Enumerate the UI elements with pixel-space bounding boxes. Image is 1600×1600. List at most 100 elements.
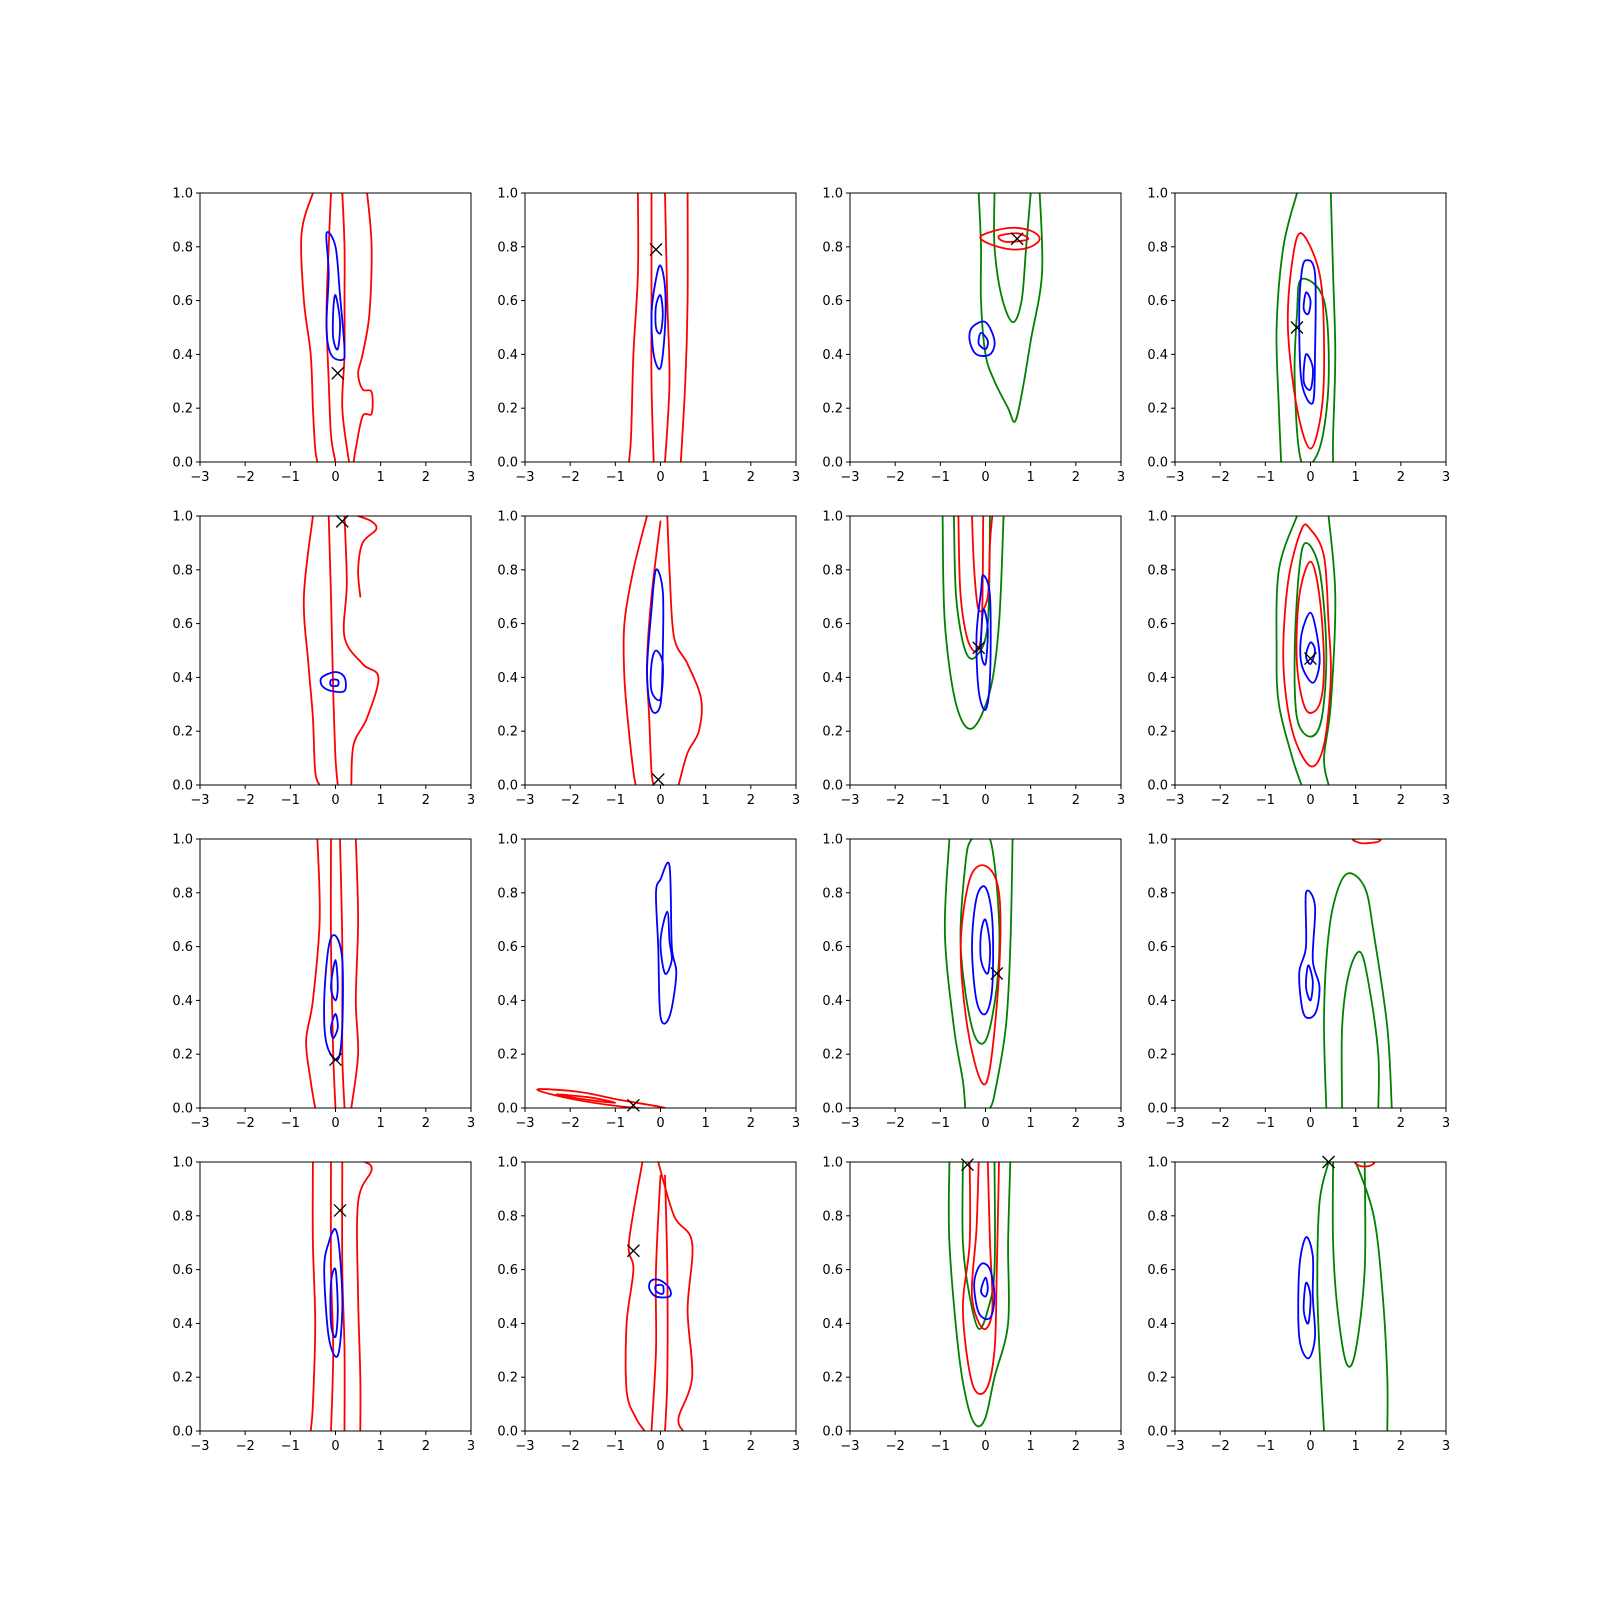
red-contour-line bbox=[1282, 523, 1332, 768]
x-tick-label: 3 bbox=[792, 793, 800, 808]
y-tick-label: 0.4 bbox=[497, 671, 518, 686]
x-marker-stroke bbox=[960, 1158, 974, 1172]
y-tick-label: 0.8 bbox=[497, 886, 518, 901]
blue-contour-line bbox=[1302, 353, 1314, 391]
contour-group bbox=[536, 861, 678, 1108]
red-contour-line bbox=[342, 516, 380, 785]
x-tick-label: 3 bbox=[792, 1116, 800, 1131]
blue-contour-line bbox=[971, 885, 995, 1016]
y-tick-label: 0.4 bbox=[1147, 671, 1168, 686]
y-tick-label: 0.0 bbox=[497, 1425, 518, 1440]
x-marker-stroke bbox=[329, 1053, 342, 1067]
y-tick-label: 1.0 bbox=[1147, 187, 1168, 202]
y-tick-label: 0.4 bbox=[172, 671, 193, 686]
x-tick-label: 3 bbox=[467, 1116, 475, 1131]
x-tick-label: 1 bbox=[1027, 1439, 1035, 1454]
subplot-1-1: −3 −2 −1 0 1 2 3 0.0 0.2 0.4 0.6 0.8 1.0 bbox=[172, 187, 475, 486]
y-tick-label: 0.2 bbox=[1147, 402, 1168, 417]
y-tick-label: 0.8 bbox=[172, 886, 193, 901]
blue-contour-line bbox=[650, 264, 667, 370]
blue-contour-line bbox=[659, 910, 673, 975]
subplot-3-1: −3 −2 −1 0 1 2 3 0.0 0.2 0.4 0.6 0.8 1.0 bbox=[172, 833, 475, 1132]
y-tick-label: 0.0 bbox=[172, 456, 193, 471]
subplot-4-3: −3 −2 −1 0 1 2 3 0.0 0.2 0.4 0.6 0.8 1.0 bbox=[822, 1156, 1125, 1455]
contour-group bbox=[628, 193, 689, 462]
x-tick-label: 3 bbox=[1442, 1439, 1450, 1454]
x-tick-label: −1 bbox=[606, 1116, 625, 1131]
red-contour-line bbox=[555, 1093, 617, 1104]
contour-group bbox=[302, 516, 380, 785]
y-tick-label: 1.0 bbox=[172, 510, 193, 525]
y-tick-label: 1.0 bbox=[1147, 833, 1168, 848]
x-tick-label: 3 bbox=[792, 1439, 800, 1454]
x-tick-label: −2 bbox=[886, 793, 905, 808]
blue-contour-line bbox=[1302, 1281, 1312, 1325]
blue-contour-line bbox=[1297, 1236, 1317, 1360]
x-tick-label: −3 bbox=[1165, 470, 1184, 485]
blue-contour-line bbox=[1298, 259, 1317, 405]
x-marker-stroke bbox=[990, 967, 1004, 980]
y-tick-label: 1.0 bbox=[1147, 1156, 1168, 1171]
x-tick-label: 0 bbox=[331, 1439, 339, 1454]
y-tick-label: 0.6 bbox=[1147, 940, 1168, 955]
x-tick-label: 2 bbox=[422, 470, 430, 485]
y-tick-label: 0.0 bbox=[172, 1425, 193, 1440]
x-marker-stroke bbox=[333, 1203, 347, 1217]
x-marker-stroke bbox=[649, 243, 663, 256]
y-tick-label: 0.8 bbox=[822, 886, 843, 901]
y-tick-label: 0.8 bbox=[1147, 240, 1168, 255]
green-contour-line bbox=[947, 1162, 1012, 1428]
y-tick-label: 1.0 bbox=[497, 833, 518, 848]
x-tick-label: −1 bbox=[1256, 470, 1275, 485]
x-tick-label: −3 bbox=[190, 470, 209, 485]
blue-contour-line bbox=[323, 1228, 344, 1358]
x-tick-label: 1 bbox=[702, 1116, 710, 1131]
x-tick-label: 1 bbox=[1027, 470, 1035, 485]
subplot-4-4: −3 −2 −1 0 1 2 3 0.0 0.2 0.4 0.6 0.8 1.0 bbox=[1147, 1156, 1450, 1455]
red-contour-line bbox=[350, 839, 360, 1108]
red-contour-line bbox=[664, 1174, 669, 1431]
y-tick-label: 0.6 bbox=[822, 617, 843, 632]
subplot-1-3: −3 −2 −1 0 1 2 3 0.0 0.2 0.4 0.6 0.8 1.0 bbox=[822, 187, 1125, 486]
x-tick-label: 2 bbox=[422, 793, 430, 808]
blue-contour-line bbox=[330, 1013, 339, 1039]
red-contour-line bbox=[959, 864, 1002, 1086]
x-tick-label: 0 bbox=[981, 1116, 989, 1131]
y-tick-label: 0.2 bbox=[1147, 1048, 1168, 1063]
contour-group bbox=[1298, 839, 1393, 1108]
red-contour-line bbox=[341, 193, 350, 462]
y-tick-label: 0.6 bbox=[1147, 617, 1168, 632]
x-tick-label: 3 bbox=[1117, 793, 1125, 808]
x-marker bbox=[626, 1098, 640, 1112]
red-contour-line bbox=[357, 516, 378, 598]
blue-contour-line bbox=[977, 332, 989, 350]
x-tick-label: 3 bbox=[1442, 1116, 1450, 1131]
y-tick-label: 0.8 bbox=[1147, 1209, 1168, 1224]
x-tick-label: −2 bbox=[1211, 1116, 1230, 1131]
y-tick-label: 0.8 bbox=[172, 563, 193, 578]
x-tick-label: −1 bbox=[931, 1439, 950, 1454]
green-contour-line bbox=[959, 839, 1001, 1045]
y-tick-label: 0.2 bbox=[497, 1371, 518, 1386]
x-tick-label: 0 bbox=[331, 470, 339, 485]
y-tick-label: 0.0 bbox=[822, 1102, 843, 1117]
y-tick-label: 0.2 bbox=[172, 1371, 193, 1386]
x-tick-label: 3 bbox=[1442, 793, 1450, 808]
x-tick-label: 2 bbox=[1072, 793, 1080, 808]
x-tick-label: 0 bbox=[656, 793, 664, 808]
y-tick-label: 0.6 bbox=[497, 617, 518, 632]
red-contour-line bbox=[1351, 839, 1382, 845]
y-tick-label: 0.2 bbox=[822, 725, 843, 740]
green-contour-line bbox=[1275, 193, 1298, 462]
y-tick-label: 0.2 bbox=[822, 402, 843, 417]
x-tick-label: −2 bbox=[1211, 793, 1230, 808]
x-tick-label: 3 bbox=[1117, 1439, 1125, 1454]
blue-contour-line bbox=[1298, 889, 1321, 1019]
x-tick-label: −3 bbox=[840, 793, 859, 808]
green-contour-line bbox=[1293, 277, 1330, 462]
subplot-2-1: −3 −2 −1 0 1 2 3 0.0 0.2 0.4 0.6 0.8 1.0 bbox=[172, 510, 475, 809]
blue-contour-line bbox=[979, 918, 991, 975]
green-contour-line bbox=[1329, 193, 1337, 462]
y-tick-label: 0.4 bbox=[172, 1317, 193, 1332]
x-tick-label: 3 bbox=[467, 470, 475, 485]
